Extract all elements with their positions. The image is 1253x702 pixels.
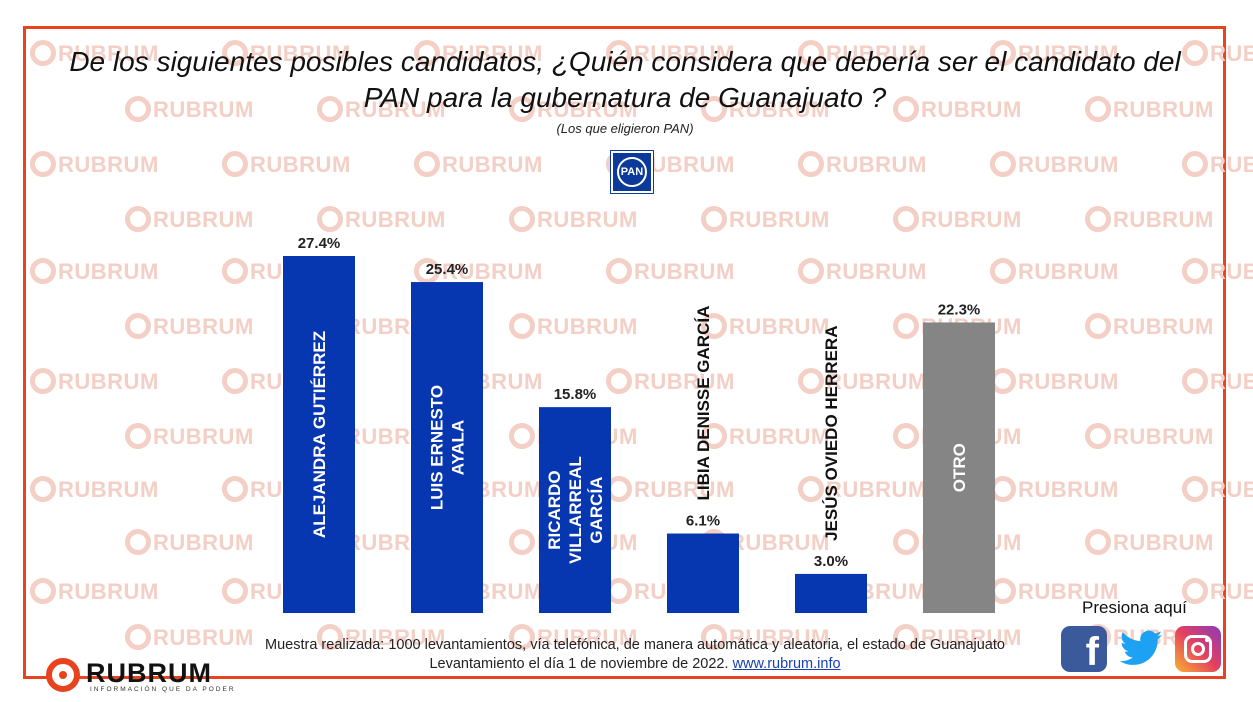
instagram-camera-lens — [1191, 642, 1205, 656]
footnote: Muestra realizada: 1000 levantamientos, … — [190, 636, 1080, 674]
rubrum-website-link[interactable]: www.rubrum.info — [732, 656, 841, 672]
twitter-bird-icon — [1119, 630, 1163, 665]
brand-tagline: INFORMACIÓN QUE DA PODER — [90, 686, 236, 693]
bar — [539, 407, 611, 613]
data-label: 6.1% — [686, 513, 720, 530]
bar — [923, 322, 995, 613]
social-cta: Presiona aquí — [1082, 598, 1187, 617]
category-label-group: ALEJANDRA GUTIÉRREZ — [310, 331, 329, 538]
category-label-group: LIBIA DENISSE GARCÍA — [694, 306, 713, 501]
bar — [411, 282, 483, 613]
data-label: 25.4% — [426, 261, 469, 278]
footnote-date-line: Levantamiento el día 1 de noviembre de 2… — [190, 655, 1080, 674]
category-label: GARCÍA — [587, 477, 606, 544]
rubrum-ring-icon — [46, 658, 80, 692]
rubrum-brand-logo: RUBRUM INFORMACIÓN QUE DA PODER — [46, 658, 236, 698]
data-label: 27.4% — [298, 235, 341, 252]
category-label-group: JESÚS OVIEDO HERRERA — [822, 326, 841, 541]
category-label: RICARDO — [545, 470, 564, 549]
slide-frame — [23, 26, 1226, 679]
data-label: 3.0% — [814, 553, 848, 570]
pan-party-logo: PAN — [610, 150, 654, 194]
chart-title: De los siguientes posibles candidatos, ¿… — [69, 46, 1181, 113]
facebook-icon[interactable]: f — [1061, 626, 1107, 672]
instagram-camera-flash — [1205, 638, 1209, 642]
brand-name: RUBRUM — [86, 658, 212, 688]
instagram-camera-body — [1184, 635, 1212, 663]
bar — [795, 573, 867, 613]
category-label: VILLARREAL — [566, 456, 585, 564]
footnote-date: Levantamiento el día 1 de noviembre de 2… — [429, 656, 733, 672]
bar — [667, 533, 739, 613]
category-label: AYALA — [448, 420, 467, 475]
category-label-group: OTRO — [950, 443, 969, 492]
category-label: ALEJANDRA GUTIÉRREZ — [310, 331, 329, 538]
category-label: LIBIA DENISSE GARCÍA — [694, 306, 713, 501]
instagram-icon[interactable] — [1175, 626, 1221, 672]
category-label: LUIS ERNESTO — [427, 385, 446, 510]
category-label: OTRO — [950, 443, 969, 492]
chart-subtitle: (Los que eligieron PAN) — [556, 121, 694, 136]
facebook-glyph: f — [1085, 630, 1099, 672]
data-label: 22.3% — [938, 301, 981, 318]
twitter-icon[interactable] — [1118, 626, 1164, 672]
pan-logo-text: PAN — [617, 157, 647, 187]
bar — [283, 256, 355, 613]
category-label: JESÚS OVIEDO HERRERA — [822, 326, 841, 541]
data-label: 15.8% — [554, 386, 597, 403]
category-label-group: LUIS ERNESTO AYALA — [427, 385, 467, 510]
footnote-sample: Muestra realizada: 1000 levantamientos, … — [265, 637, 1005, 653]
category-label-group: RICARDO VILLARREAL GARCÍA — [545, 456, 606, 564]
